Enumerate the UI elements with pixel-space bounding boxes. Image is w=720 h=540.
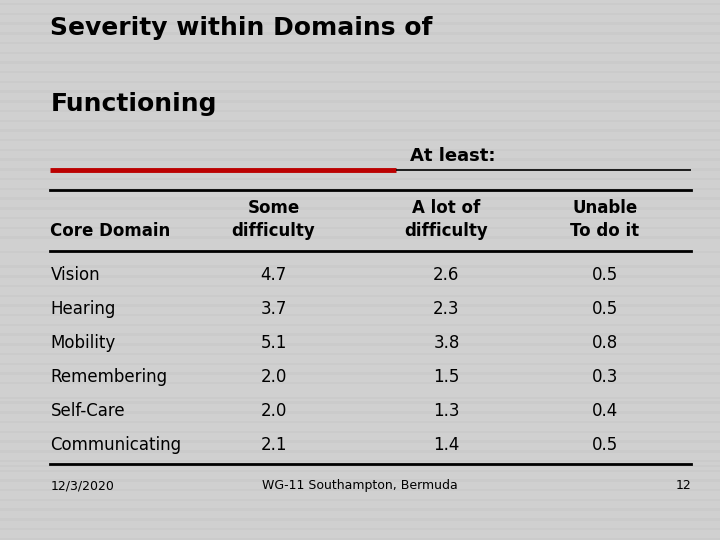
FancyBboxPatch shape: [0, 373, 720, 375]
Text: difficulty: difficulty: [232, 222, 315, 240]
FancyBboxPatch shape: [0, 509, 720, 511]
Text: 0.5: 0.5: [592, 266, 618, 285]
Text: 1.5: 1.5: [433, 368, 459, 387]
FancyBboxPatch shape: [0, 275, 720, 278]
Text: Communicating: Communicating: [50, 436, 181, 455]
FancyBboxPatch shape: [0, 518, 720, 521]
Text: To do it: To do it: [570, 222, 639, 240]
Text: At least:: At least:: [410, 147, 496, 165]
FancyBboxPatch shape: [0, 237, 720, 239]
FancyBboxPatch shape: [0, 266, 720, 268]
Text: 3.7: 3.7: [261, 300, 287, 319]
FancyBboxPatch shape: [0, 3, 720, 5]
Text: 5.1: 5.1: [261, 334, 287, 353]
FancyBboxPatch shape: [0, 251, 720, 253]
FancyBboxPatch shape: [0, 168, 720, 171]
FancyBboxPatch shape: [0, 130, 720, 132]
FancyBboxPatch shape: [0, 314, 720, 316]
FancyBboxPatch shape: [0, 538, 720, 540]
Text: difficulty: difficulty: [405, 222, 488, 240]
Text: 12/3/2020: 12/3/2020: [50, 480, 114, 492]
Text: 0.5: 0.5: [592, 300, 618, 319]
Text: Core Domain: Core Domain: [50, 222, 171, 240]
FancyBboxPatch shape: [0, 80, 720, 83]
FancyBboxPatch shape: [0, 396, 720, 399]
Text: Vision: Vision: [50, 266, 100, 285]
Text: 2.0: 2.0: [261, 368, 287, 387]
Text: 2.1: 2.1: [261, 436, 287, 455]
FancyBboxPatch shape: [0, 343, 720, 346]
FancyBboxPatch shape: [0, 207, 720, 210]
FancyBboxPatch shape: [0, 100, 720, 103]
FancyBboxPatch shape: [0, 227, 720, 229]
FancyBboxPatch shape: [0, 441, 720, 443]
Text: 2.6: 2.6: [433, 266, 459, 285]
FancyBboxPatch shape: [0, 382, 720, 384]
FancyBboxPatch shape: [0, 62, 720, 64]
Text: 4.7: 4.7: [261, 266, 287, 285]
FancyBboxPatch shape: [0, 480, 720, 482]
FancyBboxPatch shape: [0, 71, 720, 73]
FancyBboxPatch shape: [0, 431, 720, 433]
FancyBboxPatch shape: [0, 149, 720, 151]
FancyBboxPatch shape: [0, 42, 720, 44]
Text: Remembering: Remembering: [50, 368, 168, 387]
Text: 0.4: 0.4: [592, 402, 618, 421]
Text: Severity within Domains of: Severity within Domains of: [50, 16, 433, 40]
FancyBboxPatch shape: [0, 139, 720, 141]
Text: 1.4: 1.4: [433, 436, 459, 455]
FancyBboxPatch shape: [0, 324, 720, 326]
FancyBboxPatch shape: [0, 333, 720, 336]
FancyBboxPatch shape: [0, 91, 720, 93]
FancyBboxPatch shape: [0, 110, 720, 112]
FancyBboxPatch shape: [0, 305, 720, 307]
FancyBboxPatch shape: [0, 363, 720, 365]
FancyBboxPatch shape: [0, 421, 720, 423]
FancyBboxPatch shape: [0, 23, 720, 25]
Text: 2.0: 2.0: [261, 402, 287, 421]
FancyBboxPatch shape: [0, 197, 720, 200]
Text: Hearing: Hearing: [50, 300, 116, 319]
FancyBboxPatch shape: [0, 217, 720, 219]
Text: Unable: Unable: [572, 199, 637, 217]
Text: Self-Care: Self-Care: [50, 402, 125, 421]
Text: 0.5: 0.5: [592, 436, 618, 455]
FancyBboxPatch shape: [0, 528, 720, 530]
FancyBboxPatch shape: [0, 450, 720, 453]
Text: 0.8: 0.8: [592, 334, 618, 353]
FancyBboxPatch shape: [0, 402, 720, 404]
Text: 2.3: 2.3: [433, 300, 459, 319]
FancyBboxPatch shape: [0, 178, 720, 180]
FancyBboxPatch shape: [0, 32, 720, 35]
FancyBboxPatch shape: [0, 159, 720, 161]
Text: 12: 12: [675, 480, 691, 492]
Text: Mobility: Mobility: [50, 334, 116, 353]
FancyBboxPatch shape: [0, 188, 720, 190]
FancyBboxPatch shape: [0, 120, 720, 122]
Text: 1.3: 1.3: [433, 402, 459, 421]
FancyBboxPatch shape: [0, 411, 720, 414]
FancyBboxPatch shape: [0, 13, 720, 15]
FancyBboxPatch shape: [0, 469, 720, 472]
Text: WG-11 Southampton, Bermuda: WG-11 Southampton, Bermuda: [262, 480, 458, 492]
FancyBboxPatch shape: [0, 460, 720, 462]
FancyBboxPatch shape: [0, 499, 720, 501]
Text: 0.3: 0.3: [592, 368, 618, 387]
Text: A lot of: A lot of: [413, 199, 480, 217]
FancyBboxPatch shape: [0, 464, 720, 467]
Text: 3.8: 3.8: [433, 334, 459, 353]
FancyBboxPatch shape: [0, 353, 720, 355]
FancyBboxPatch shape: [0, 285, 720, 287]
FancyBboxPatch shape: [0, 52, 720, 54]
Text: Some: Some: [248, 199, 300, 217]
FancyBboxPatch shape: [0, 295, 720, 297]
Text: Functioning: Functioning: [50, 92, 217, 116]
FancyBboxPatch shape: [0, 489, 720, 491]
